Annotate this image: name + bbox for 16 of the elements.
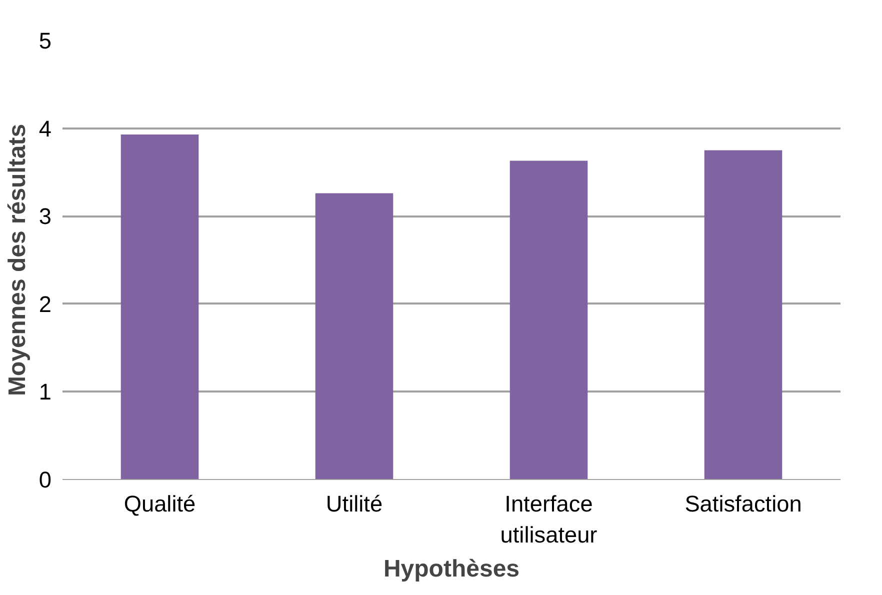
y-tick-label: 1: [38, 378, 52, 405]
y-tick-label: 4: [38, 115, 52, 142]
y-tick-label: 2: [38, 290, 52, 317]
y-tick-label: 5: [38, 28, 52, 54]
bar: [120, 134, 199, 480]
bar: [704, 150, 782, 480]
x-tick-label: Interface utilisateur: [500, 490, 598, 548]
bar: [510, 160, 588, 480]
y-tick-label: 0: [38, 466, 52, 492]
x-tick-label: Satisfaction: [684, 490, 802, 516]
y-axis-title: Moyennes des résultats: [4, 124, 31, 396]
bar: [315, 193, 394, 480]
x-tick-label: Qualité: [124, 490, 196, 516]
x-tick-label: Utilité: [326, 490, 383, 516]
y-tick-label: 3: [38, 203, 52, 230]
x-axis-title: Hypothèses: [383, 556, 520, 583]
